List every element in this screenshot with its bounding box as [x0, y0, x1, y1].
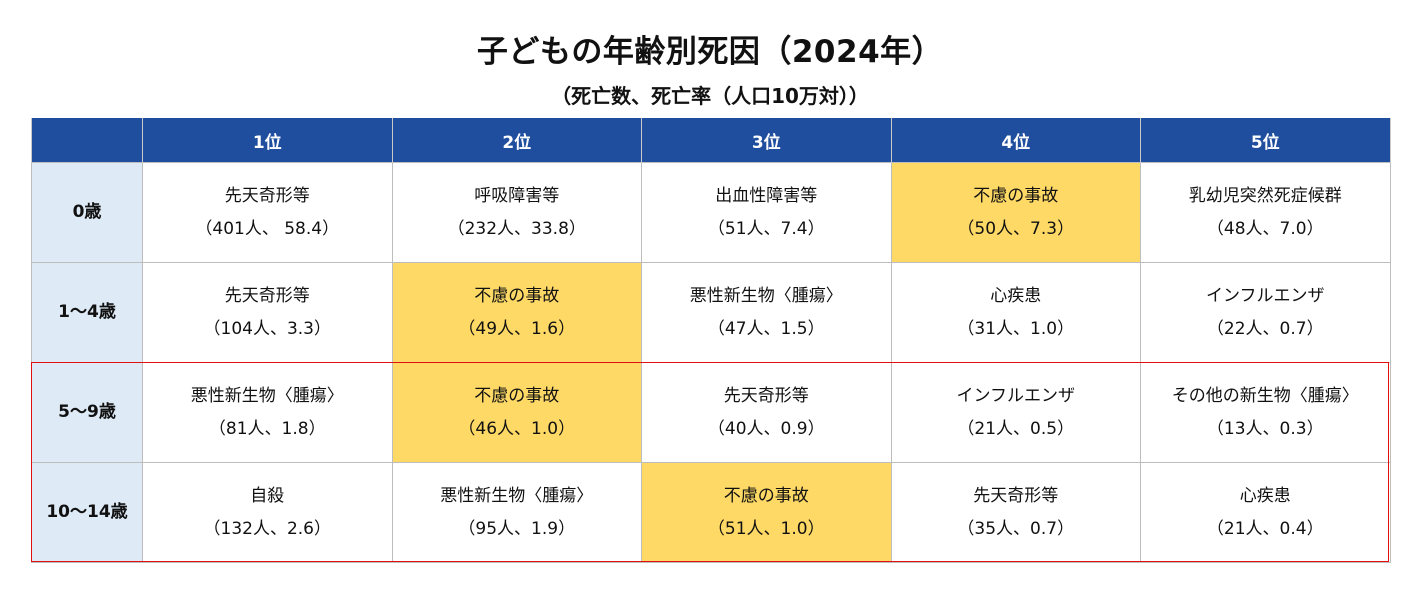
cause-name: 先天奇形等 [224, 285, 310, 306]
death-count-rate: （46人、1.0） [458, 418, 576, 439]
table-cell: 心疾患 （21人、0.4） [1140, 462, 1391, 563]
cause-name: 自殺 [250, 485, 285, 506]
table-row: 1～4歳 先天奇形等 （104人、3.3） 不慮の事故 （49人、1.6） 悪性新生物〈腫… [31, 262, 1391, 363]
table-cell: 悪性新生物〈腫瘍〉 （81人、1.8） [142, 362, 393, 463]
cause-name: 悪性新生物〈腫瘍〉 [440, 485, 594, 506]
table-cell: その他の新生物〈腫瘍〉 （13人、0.3） [1140, 362, 1391, 463]
death-count-rate: （40人、0.9） [707, 418, 825, 439]
table-cell: 先天奇形等 （40人、0.9） [641, 362, 892, 463]
page-title: 子どもの年齢別死因（2024年） [476, 34, 944, 70]
death-count-rate: （47人、1.5） [707, 318, 825, 339]
age-group-label: 0歳 [31, 162, 143, 263]
table-cell: 呼吸障害等 （232人、33.8） [391, 162, 642, 263]
table-row: 10～14歳 自殺 （132人、2.6） 悪性新生物〈腫瘍〉 （95人、1.9） 不慮の事… [31, 462, 1391, 563]
table-cell-highlighted: 不慮の事故 （46人、1.0） [391, 362, 642, 463]
cause-name: 呼吸障害等 [474, 185, 560, 206]
cause-name: 不慮の事故 [973, 185, 1059, 206]
death-count-rate: （35人、0.7） [957, 518, 1075, 539]
table-cell: 先天奇形等 （35人、0.7） [890, 462, 1141, 563]
death-count-rate: （13人、0.3） [1206, 418, 1324, 439]
header-rank-3: 3位 [641, 118, 892, 163]
cause-name: 心疾患 [990, 285, 1042, 306]
table-row: 5～9歳 悪性新生物〈腫瘍〉 （81人、1.8） 不慮の事故 （46人、1.0） 先天奇形… [31, 362, 1391, 463]
cause-name: インフルエンザ [1206, 285, 1325, 306]
header-corner [31, 118, 143, 163]
death-count-rate: （232人、33.8） [447, 218, 586, 239]
table-cell-highlighted: 不慮の事故 （51人、1.0） [641, 462, 892, 563]
cause-name: 出血性障害等 [715, 185, 818, 206]
cause-name: 心疾患 [1239, 485, 1291, 506]
header-rank-2: 2位 [391, 118, 642, 163]
cause-name: 不慮の事故 [474, 285, 560, 306]
death-count-rate: （22人、0.7） [1206, 318, 1324, 339]
table-cell: 乳幼児突然死症候群 （48人、7.0） [1140, 162, 1391, 263]
cause-name: 先天奇形等 [973, 485, 1059, 506]
header-row: 1位 2位 3位 4位 5位 [31, 118, 1391, 163]
table-cell: 自殺 （132人、2.6） [142, 462, 393, 563]
death-count-rate: （95人、1.9） [458, 518, 576, 539]
cause-name: 悪性新生物〈腫瘍〉 [190, 385, 344, 406]
death-count-rate: （21人、0.5） [957, 418, 1075, 439]
death-count-rate: （50人、7.3） [957, 218, 1075, 239]
cause-name: 乳幼児突然死症候群 [1188, 185, 1342, 206]
death-count-rate: （48人、7.0） [1206, 218, 1324, 239]
header-rank-4: 4位 [890, 118, 1141, 163]
cause-name: 不慮の事故 [474, 385, 560, 406]
table-cell-highlighted: 不慮の事故 （49人、1.6） [391, 262, 642, 363]
death-count-rate: （132人、2.6） [203, 518, 331, 539]
table-cell: 心疾患 （31人、1.0） [890, 262, 1141, 363]
death-count-rate: （21人、0.4） [1206, 518, 1324, 539]
table-cell: インフルエンザ （21人、0.5） [890, 362, 1141, 463]
cause-name: 悪性新生物〈腫瘍〉 [689, 285, 843, 306]
table-cell: インフルエンザ （22人、0.7） [1140, 262, 1391, 363]
cause-name: インフルエンザ [956, 385, 1076, 406]
death-count-rate: （104人、3.3） [203, 318, 331, 339]
table-cell-highlighted: 不慮の事故 （50人、7.3） [890, 162, 1141, 263]
cause-name: 先天奇形等 [723, 385, 809, 406]
table-cell: 先天奇形等 （104人、3.3） [142, 262, 393, 363]
cause-of-death-table-container: 1位 2位 3位 4位 5位 0歳 先天奇形等 （401人、 58.4） 呼吸障害等（… [31, 118, 1391, 563]
death-count-rate: （81人、1.8） [208, 418, 326, 439]
table-cell: 悪性新生物〈腫瘍〉 （47人、1.5） [641, 262, 892, 363]
table-cell: 先天奇形等 （401人、 58.4） [142, 162, 393, 263]
death-count-rate: （31人、1.0） [957, 318, 1075, 339]
table-cell: 出血性障害等 （51人、7.4） [641, 162, 892, 263]
death-count-rate: （49人、1.6） [458, 318, 576, 339]
cause-of-death-table: 1位 2位 3位 4位 5位 0歳 先天奇形等 （401人、 58.4） 呼吸障害等（… [31, 118, 1391, 563]
page-subtitle: （死亡数、死亡率（人口10万対）） [551, 84, 869, 108]
table-cell: 悪性新生物〈腫瘍〉 （95人、1.9） [391, 462, 642, 563]
death-count-rate: （401人、 58.4） [195, 218, 340, 239]
death-count-rate: （51人、1.0） [707, 518, 825, 539]
age-group-label: 1～4歳 [31, 262, 143, 363]
cause-name: その他の新生物〈腫瘍〉 [1171, 385, 1359, 406]
cause-name: 不慮の事故 [723, 485, 809, 506]
age-group-label: 5～9歳 [31, 362, 143, 463]
age-group-label: 10～14歳 [31, 462, 143, 563]
cause-name: 先天奇形等 [224, 185, 310, 206]
header-rank-5: 5位 [1140, 118, 1391, 163]
death-count-rate: （51人、7.4） [707, 218, 825, 239]
table-row: 0歳 先天奇形等 （401人、 58.4） 呼吸障害等 （232人、33.8） 出血性障害… [31, 162, 1391, 263]
header-rank-1: 1位 [142, 118, 393, 163]
